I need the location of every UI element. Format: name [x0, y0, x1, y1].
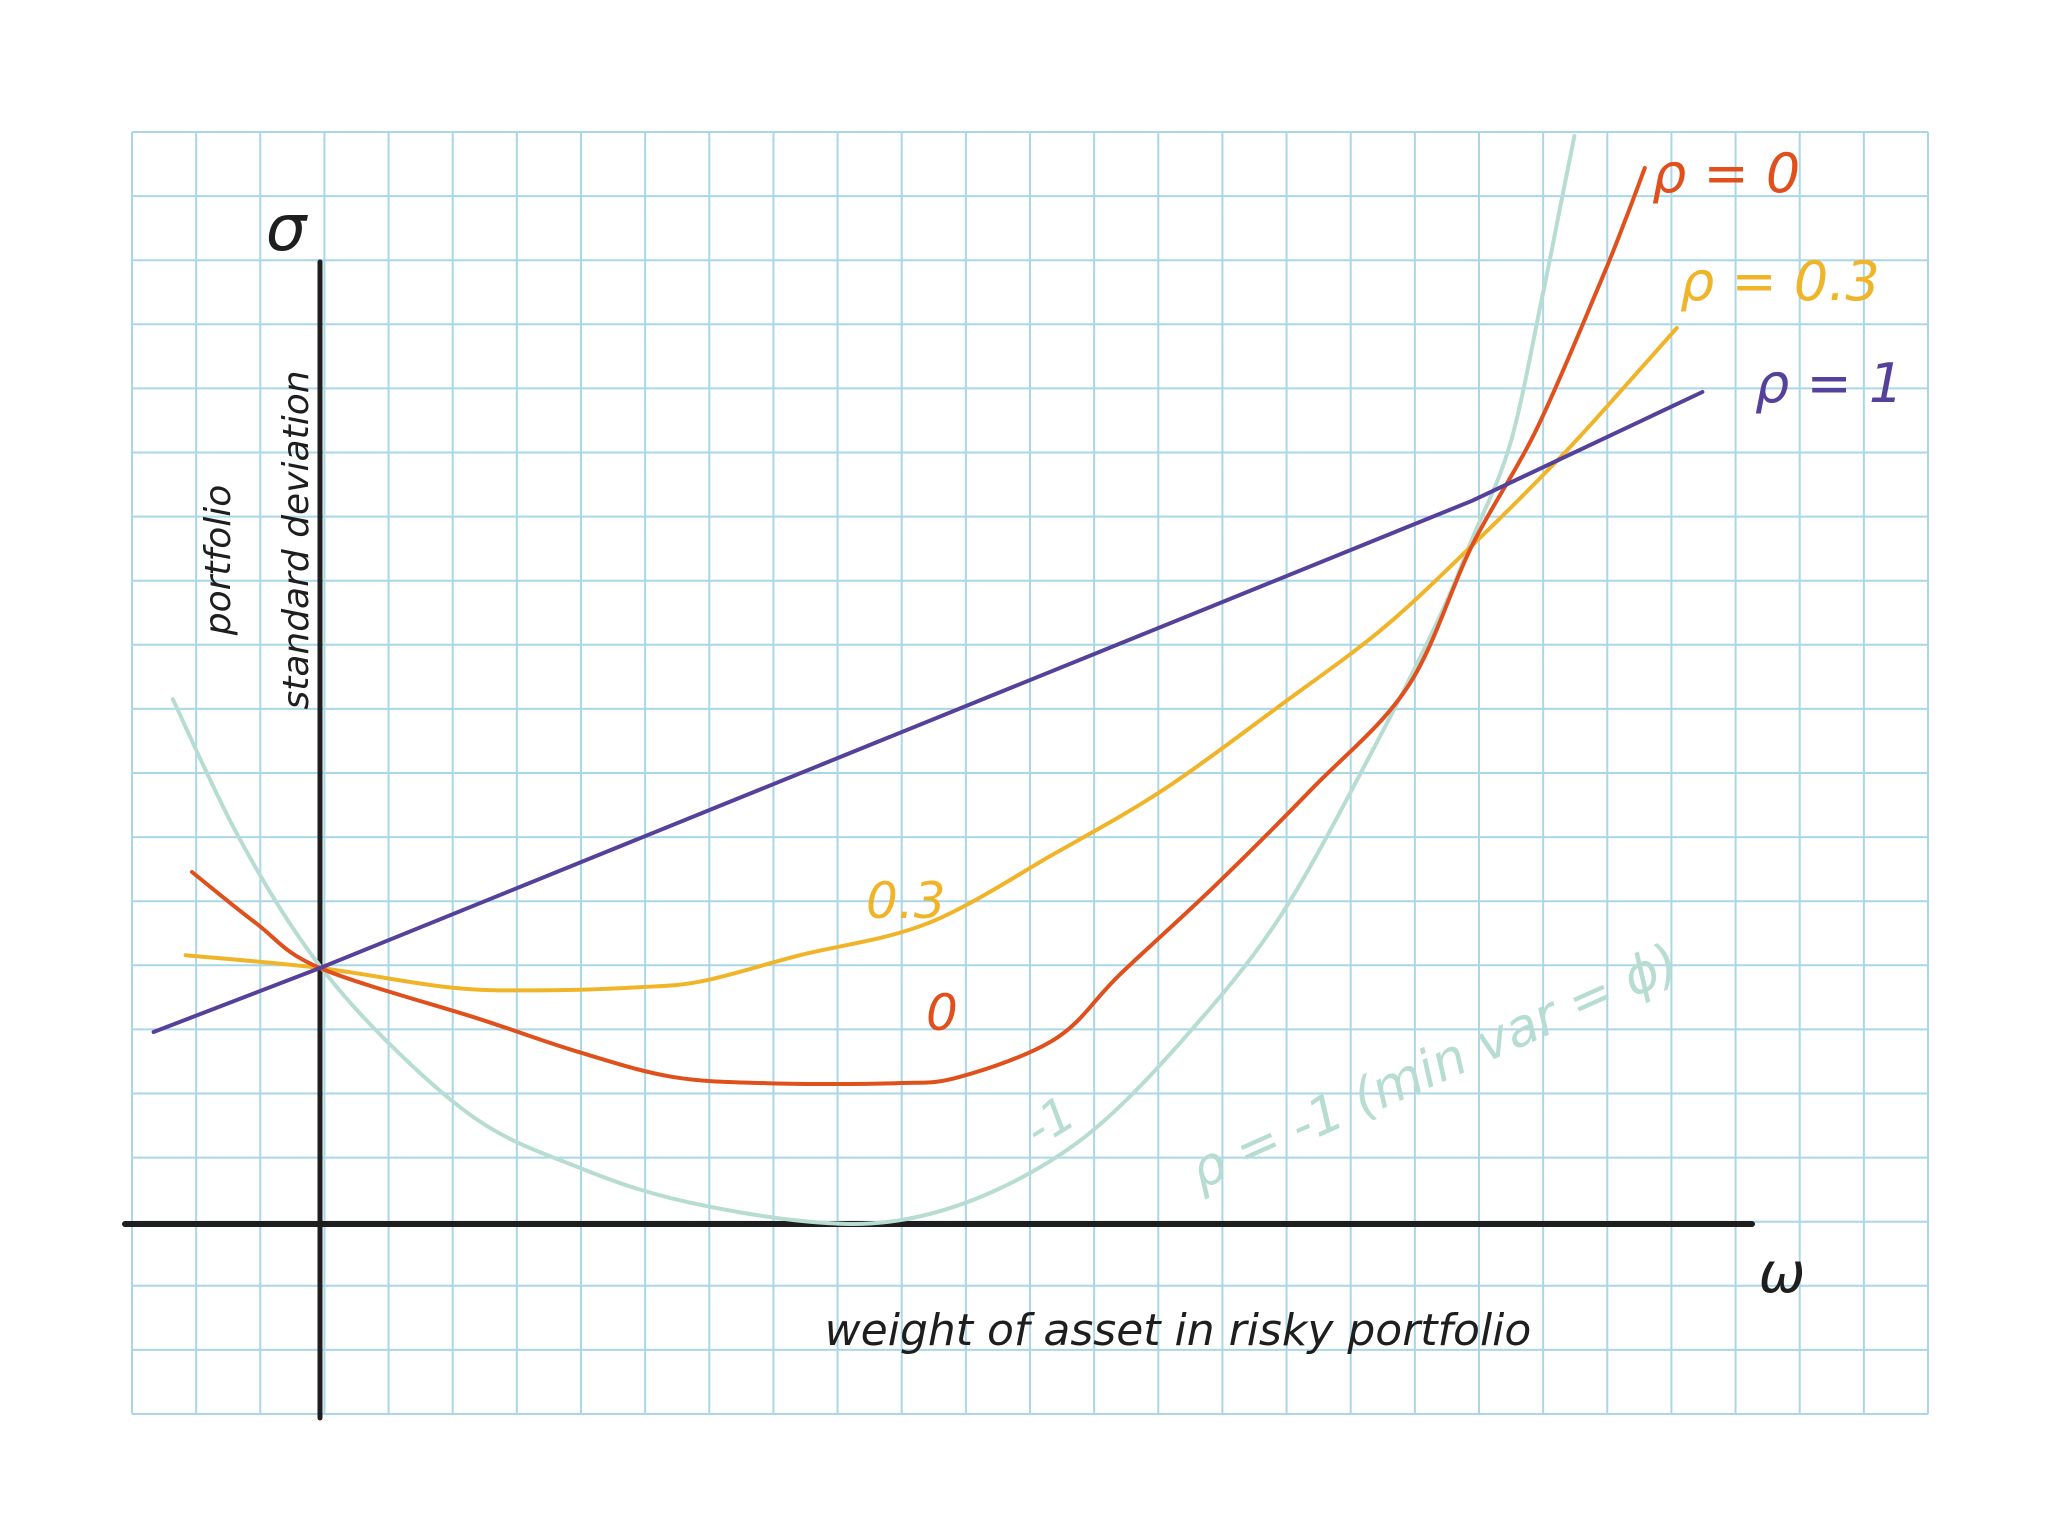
- y-axis-symbol: σ: [266, 192, 309, 266]
- series-lines: [151, 134, 1705, 1226]
- series-line-rho-1: [151, 390, 1705, 1034]
- series-line-rho-minus-1: [170, 134, 1577, 1226]
- inline-label-0.3: 0.3: [866, 872, 946, 930]
- annotation-rho-1: ρ = 1: [1755, 352, 1903, 415]
- y-axis-label-line1: portfolio: [198, 485, 239, 637]
- inline-label-0: 0: [926, 984, 958, 1042]
- x-axis-label: weight of asset in risky portfolio: [825, 1305, 1532, 1356]
- series-line-rho-0: [190, 166, 1647, 1087]
- y-axis-label-line2: standard deviation: [276, 370, 317, 709]
- axes: [122, 259, 1755, 1421]
- annotation-rho-0: ρ = 0: [1652, 142, 1800, 205]
- x-axis-symbol: ω: [1759, 1241, 1806, 1306]
- series-line-rho-0.3: [183, 326, 1679, 993]
- annotation-rho-0.3: ρ = 0.3: [1680, 250, 1880, 313]
- annotation-rho-minus-1: ρ = -1 (min var = ϕ): [1181, 932, 1688, 1202]
